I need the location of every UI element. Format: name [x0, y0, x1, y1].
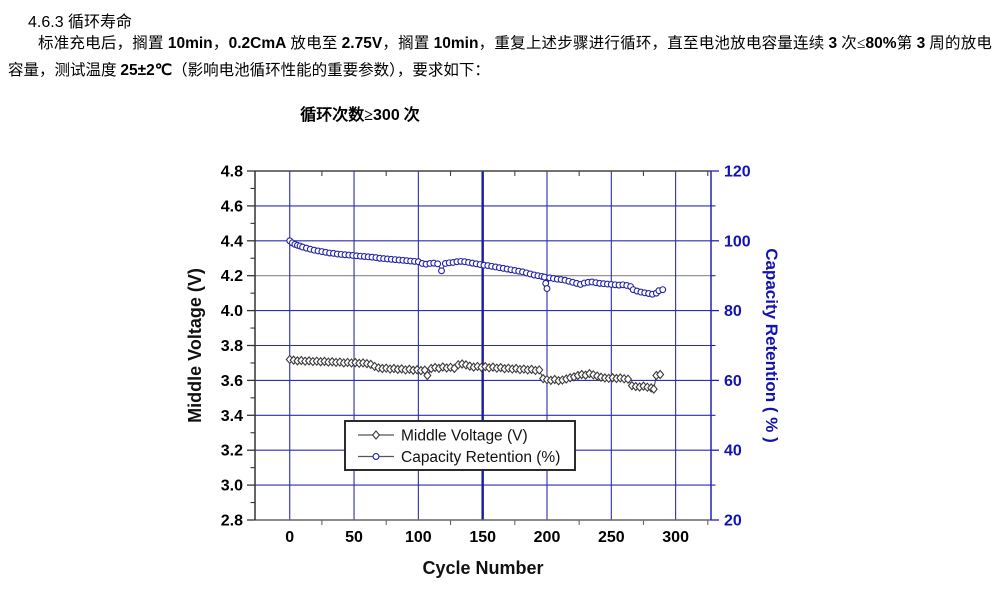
left-tick-label: 3.6 [221, 373, 243, 390]
left-tick-label: 3.4 [221, 408, 243, 425]
x-tick-label: 300 [662, 529, 689, 546]
x-tick-label: 50 [345, 529, 363, 546]
circle-marker [659, 286, 667, 294]
left-tick-label: 4.0 [221, 303, 243, 320]
diamond-marker [623, 374, 633, 385]
x-tick-label: 150 [469, 529, 496, 546]
cycle-life-chart-canvas: 2.8 3.0 3.2 3.4 3.6 3.8 4.0 4.2 4.4 4.6 4.8 20 40 60 8… [185, 164, 781, 579]
circle-marker [372, 453, 380, 460]
right-tick-label: 100 [724, 233, 751, 250]
x-tick-label: 200 [534, 529, 561, 546]
left-tick-label: 3.8 [221, 338, 243, 355]
circle-marker [438, 267, 445, 275]
left-tick-label: 4.8 [221, 164, 243, 181]
cycle-requirement-line: 循环次数≥300 次 [300, 107, 420, 124]
series-diamond [285, 354, 665, 394]
x-tick-label: 250 [598, 529, 625, 546]
right-tick-label: 40 [724, 443, 742, 460]
right-tick-label: 20 [724, 513, 742, 530]
diamond-marker [649, 384, 658, 394]
x-axis-title: Cycle Number [422, 558, 543, 578]
right-tick-label: 80 [724, 303, 742, 320]
left-tick-label: 3.0 [221, 478, 243, 495]
circle-marker [434, 260, 442, 268]
circle-marker [543, 285, 551, 293]
procedure-paragraph: 标准充电后，搁置 10min，0.2CmA 放电至 2.75V，搁置 10min… [8, 35, 992, 79]
left-tick-label: 4.2 [221, 268, 243, 285]
section-heading: 4.6.3 循环寿命 [28, 8, 132, 32]
legend: Middle Voltage (V) Capacity Retention (%) [344, 420, 576, 471]
legend-label: Middle Voltage (V) [401, 428, 528, 445]
section-number: 4.6.3 [28, 14, 64, 31]
diamond-marker [656, 369, 665, 380]
x-tick-label: 0 [285, 529, 294, 546]
right-tick-label: 120 [724, 164, 751, 181]
left-tick-label: 4.4 [221, 233, 243, 250]
left-tick-label: 3.2 [221, 443, 243, 460]
diamond-marker [366, 359, 375, 370]
left-tick-label: 2.8 [221, 513, 243, 530]
x-tick-label: 100 [405, 529, 432, 546]
diamond-marker [423, 370, 432, 381]
legend-box [344, 420, 576, 471]
left-axis-title: Middle Voltage (V) [185, 268, 205, 423]
section-title: 循环寿命 [68, 14, 133, 31]
diamond-marker [371, 430, 381, 440]
legend-label: Capacity Retention (%) [401, 449, 560, 466]
series-circle [286, 237, 667, 298]
left-tick-label: 4.6 [221, 198, 243, 215]
right-tick-label: 60 [724, 373, 742, 390]
cycle-life-chart: 2.8 3.0 3.2 3.4 3.6 3.8 4.0 4.2 4.4 4.6 4.8 20 40 60 8… [180, 150, 805, 600]
diamond-marker [535, 365, 544, 375]
right-axis-title: Capacity Retention ( % ) [762, 248, 781, 443]
